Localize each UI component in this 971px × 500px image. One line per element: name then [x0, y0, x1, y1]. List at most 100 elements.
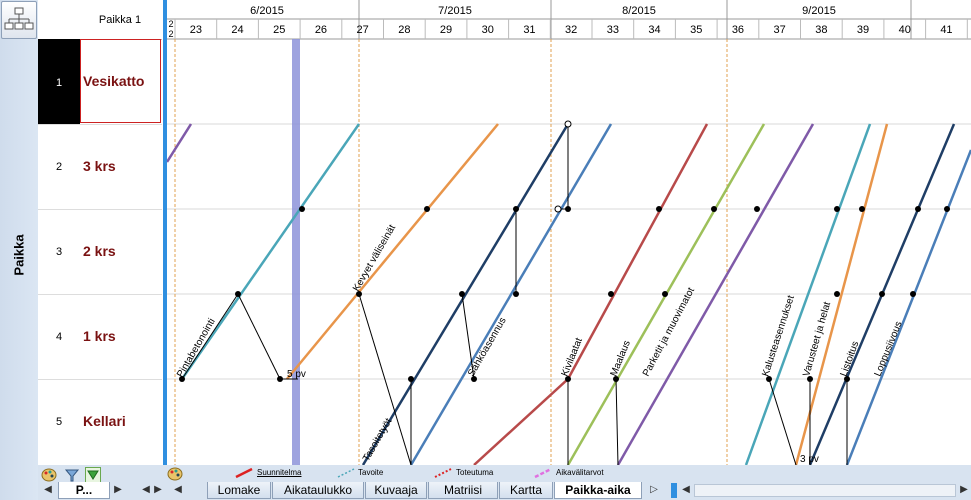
task-node: [711, 206, 717, 212]
left-sidebar: Paikka: [0, 0, 39, 500]
task-node: [944, 206, 950, 212]
task-line[interactable]: [845, 149, 971, 465]
task-label[interactable]: Parketit ja muovimatot: [641, 286, 697, 379]
row-selected-frame[interactable]: [80, 39, 161, 123]
task-node: [754, 206, 760, 212]
task-node: [879, 291, 885, 297]
legend-target-swatch: [337, 468, 355, 478]
week-label: 25: [273, 24, 285, 36]
row-name[interactable]: Vesikatto: [83, 73, 145, 89]
row-number: 3: [55, 246, 63, 258]
nav-next-left[interactable]: ▶: [114, 484, 122, 495]
milestone-lines: [174, 39, 728, 465]
task-label[interactable]: Tasoitetyöt: [361, 416, 395, 463]
splitter-bar[interactable]: [163, 0, 167, 465]
splitter-handle[interactable]: [671, 483, 677, 498]
nav-next-right[interactable]: ▶: [154, 484, 162, 495]
task-label[interactable]: Kalusteasennukset: [760, 294, 797, 378]
sidebar-title-text: Paikka: [11, 234, 27, 276]
task-line[interactable]: [794, 123, 889, 465]
task-line[interactable]: [180, 123, 361, 380]
task-line[interactable]: [744, 123, 872, 465]
task-line[interactable]: [473, 378, 569, 465]
week-label: 39: [857, 24, 869, 36]
row-2[interactable]: [38, 124, 162, 210]
week-label: 32: [565, 24, 577, 36]
hscroll-right[interactable]: ▶: [960, 484, 968, 495]
week-label: 35: [690, 24, 702, 36]
week-label: 33: [607, 24, 619, 36]
task-line[interactable]: [286, 123, 499, 380]
task-label[interactable]: Pintabetonointi: [175, 317, 218, 380]
nav-scroll-right[interactable]: ▷: [650, 484, 658, 495]
funnel-button[interactable]: [85, 467, 101, 483]
header-digit: 2: [168, 19, 173, 29]
horizontal-scrollbar[interactable]: [694, 484, 956, 497]
filter-icon: [64, 469, 80, 482]
tab-lomake[interactable]: Lomake: [207, 482, 271, 499]
task-node: [235, 291, 241, 297]
task-line[interactable]: [409, 123, 613, 465]
row-number-selected[interactable]: [38, 39, 80, 124]
week-label: 24: [231, 24, 243, 36]
buffer-label: 5 pv: [287, 369, 306, 380]
row-name[interactable]: 1 krs: [83, 328, 116, 344]
tab-kuvaaja[interactable]: Kuvaaja: [365, 482, 427, 499]
nav-prev-right[interactable]: ◀: [142, 484, 150, 495]
week-label: 29: [440, 24, 452, 36]
task-label[interactable]: Kevyet väliseinät: [351, 223, 398, 294]
task-node: [834, 206, 840, 212]
legend-interval-swatch: [534, 467, 552, 479]
palette-button[interactable]: [41, 467, 57, 483]
week-label: 27: [357, 24, 369, 36]
row-name[interactable]: 3 krs: [83, 158, 116, 174]
month-label: 6/2015: [250, 5, 284, 17]
row-number: 5: [55, 416, 63, 428]
palette-icon: [41, 468, 57, 482]
week-label: 30: [482, 24, 494, 36]
task-label[interactable]: Listoitus: [838, 340, 861, 378]
week-label: 34: [648, 24, 660, 36]
task-node: [424, 206, 430, 212]
sidebar-title: Paikka: [3, 210, 35, 300]
task-label[interactable]: Loppusiivous: [873, 320, 905, 378]
task-line[interactable]: [566, 123, 709, 380]
task-line[interactable]: [167, 123, 193, 163]
week-labels: 23 24 25 26 27 28 29 30 31 32 33 34 35 36 37 38 39 40 41: [190, 24, 953, 36]
tab-matriisi[interactable]: Matriisi: [428, 482, 498, 499]
nav-first-left[interactable]: ◀: [44, 484, 52, 495]
sheet-tab[interactable]: P...: [58, 482, 110, 499]
week-label: 41: [940, 24, 952, 36]
row-5[interactable]: [38, 379, 162, 466]
palette-button-chart[interactable]: [167, 466, 183, 482]
task-lines: [167, 123, 971, 465]
legend-actual: Toteutuma: [456, 468, 494, 477]
task-line[interactable]: [616, 123, 815, 465]
week-label: 37: [774, 24, 786, 36]
location-time-chart[interactable]: 6/2015 7/2015 8/2015 9/2015 2 2 23 24 25 26…: [167, 0, 971, 465]
row-name[interactable]: 2 krs: [83, 243, 116, 259]
row-3[interactable]: [38, 209, 162, 295]
week-label: 28: [398, 24, 410, 36]
hscroll-left[interactable]: ◀: [682, 484, 690, 495]
task-node: [834, 291, 840, 297]
row-name[interactable]: Kellari: [83, 413, 126, 429]
tab-paikka-aika[interactable]: Paikka-aika: [554, 482, 642, 499]
task-node: [513, 291, 519, 297]
task-label[interactable]: Sähköasennus: [466, 316, 509, 379]
week-label: 23: [190, 24, 202, 36]
task-line[interactable]: [361, 123, 570, 465]
hierarchy-button[interactable]: [1, 1, 37, 39]
nav-scroll-left[interactable]: ◀: [174, 484, 182, 495]
tab-aikataulukko[interactable]: Aikataulukko: [272, 482, 364, 499]
filter-button[interactable]: [64, 467, 80, 483]
task-node: [662, 291, 668, 297]
task-node-open: [564, 120, 572, 128]
legend-planned: Suunnitelma: [257, 468, 302, 477]
row-header-column: Paikka 1 1 Vesikatto 2 3 krs 3 2 krs 4 1…: [38, 0, 162, 465]
week-label: 36: [732, 24, 744, 36]
row-4[interactable]: [38, 294, 162, 380]
legend: [235, 467, 552, 479]
tab-kartta[interactable]: Kartta: [499, 482, 553, 499]
palette-icon: [167, 467, 183, 481]
